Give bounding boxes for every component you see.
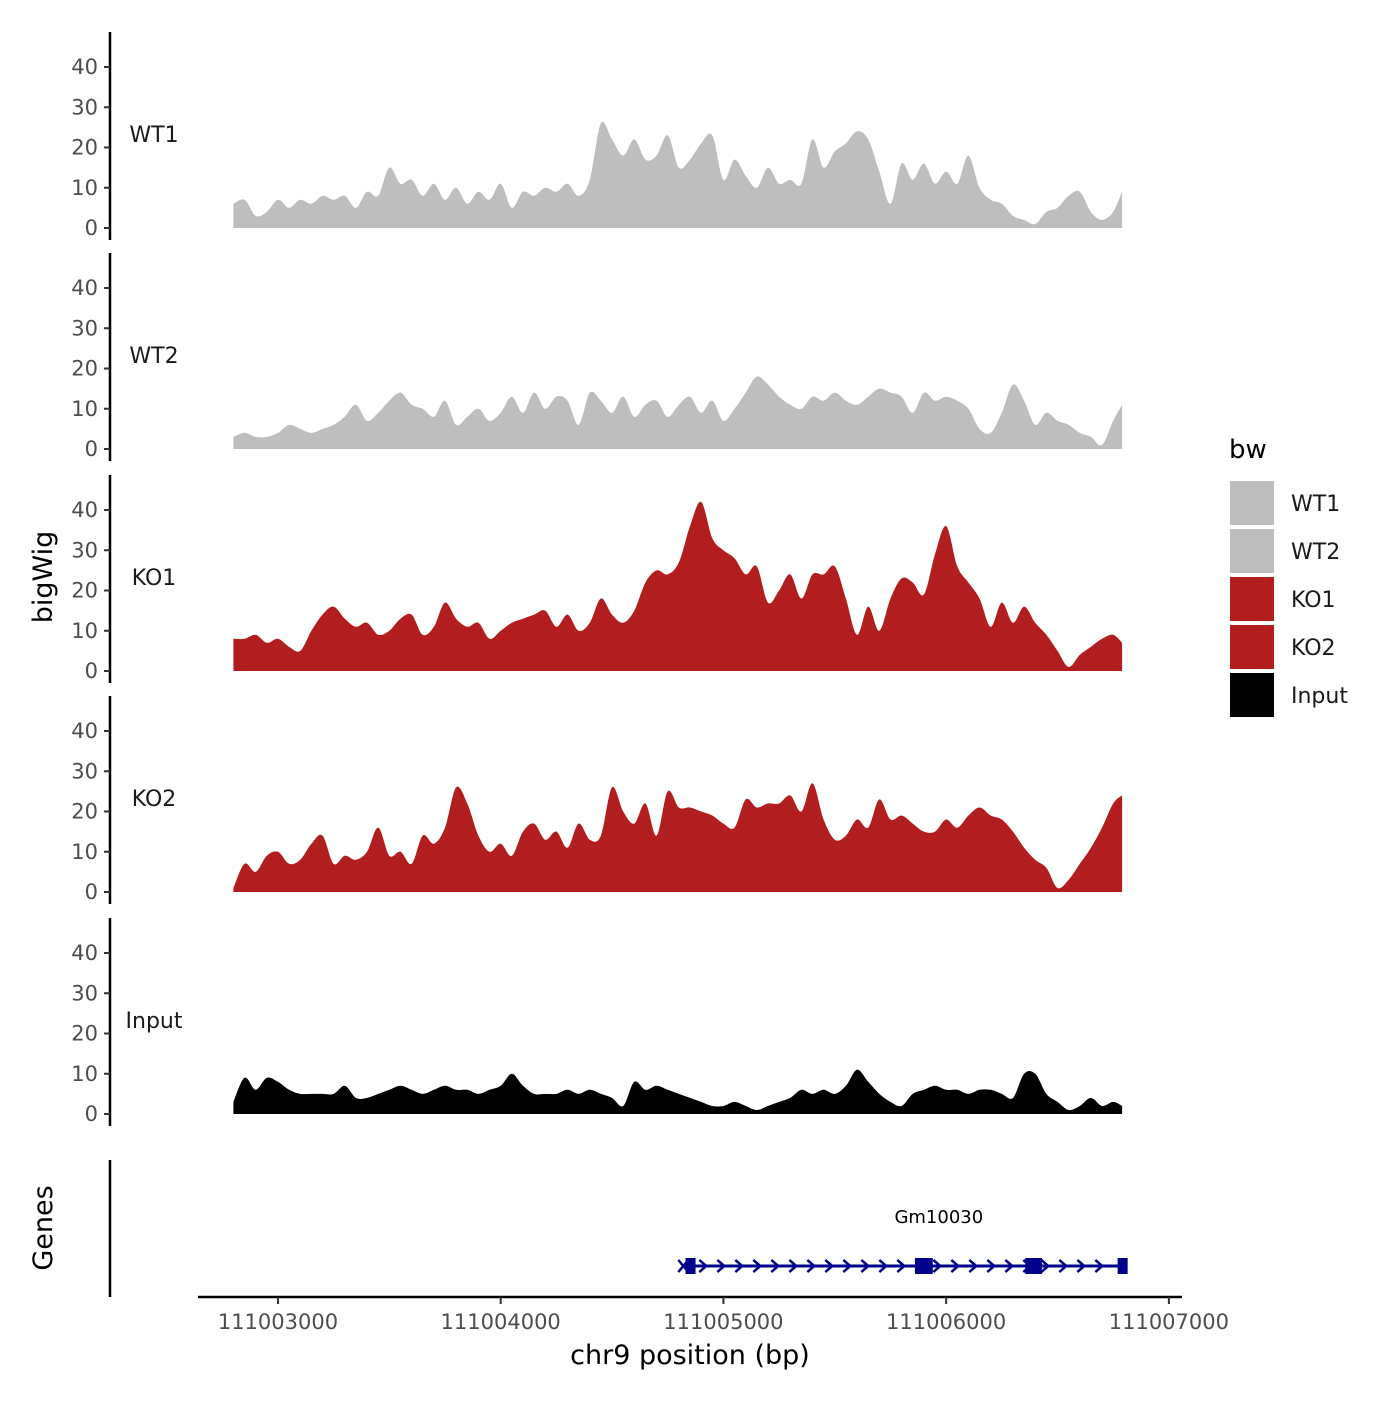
y-tick-label: 30 — [71, 759, 98, 783]
coverage-area-ko1 — [233, 501, 1123, 671]
genes-panel: Gm10030 — [108, 1160, 1128, 1297]
strand-arrow — [1094, 1259, 1105, 1273]
coverage-area-wt1 — [233, 121, 1123, 228]
track-label-wt1: WT1 — [129, 123, 178, 148]
gene-label: Gm10030 — [894, 1207, 983, 1228]
y-axis-title: bigWig — [28, 531, 59, 624]
track-label-ko1: KO1 — [132, 566, 177, 591]
legend-title: bw — [1229, 435, 1267, 465]
strand-arrow — [896, 1259, 907, 1273]
track-panel-input: 0 10 20 30 40 Input — [71, 918, 1123, 1126]
x-axis-title: chr9 position (bp) — [570, 1340, 810, 1371]
track-panel-ko1: 0 10 20 30 40 KO1 — [71, 475, 1123, 683]
strand-arrow — [1004, 1259, 1015, 1273]
strand-arrow — [1058, 1259, 1069, 1273]
y-tick-label: 30 — [71, 316, 98, 340]
strand-arrow — [752, 1259, 763, 1273]
y-tick-label: 10 — [71, 840, 98, 864]
legend-key-ko2 — [1230, 625, 1274, 669]
y-tick-label: 40 — [71, 55, 98, 79]
y-tick-label: 40 — [71, 498, 98, 522]
y-tick-label: 40 — [71, 941, 98, 965]
y-tick-label: 10 — [71, 397, 98, 421]
y-tick-label: 10 — [71, 176, 98, 200]
track-label-wt2: WT2 — [129, 344, 178, 369]
legend-key-wt2 — [1230, 529, 1274, 573]
legend-label-wt1: WT1 — [1291, 492, 1340, 517]
x-tick-label: 111003000 — [218, 1310, 338, 1334]
gene-exon — [914, 1258, 933, 1274]
y-tick-label: 30 — [71, 95, 98, 119]
track-label-input: Input — [126, 1009, 183, 1034]
strand-arrow — [950, 1259, 961, 1273]
coverage-area-wt2 — [233, 376, 1123, 449]
y-tick-label: 20 — [71, 357, 98, 381]
legend-label-ko1: KO1 — [1291, 588, 1336, 613]
strand-arrow — [986, 1259, 997, 1273]
track-panel-wt2: 0 10 20 30 40 WT2 — [71, 253, 1123, 461]
legend-key-wt1 — [1230, 481, 1274, 525]
y-tick-label: 30 — [71, 538, 98, 562]
strand-arrow — [968, 1259, 979, 1273]
y-tick-label: 0 — [85, 659, 98, 683]
x-tick-label: 111005000 — [663, 1310, 783, 1334]
legend-label-ko2: KO2 — [1291, 636, 1336, 661]
x-tick-label: 111006000 — [886, 1310, 1006, 1334]
strand-arrow — [806, 1259, 817, 1273]
legend: bw WT1 WT2 KO1 KO2 Input — [1229, 435, 1348, 717]
y-tick-label: 40 — [71, 719, 98, 743]
x-axis: 111003000 111004000 111005000 111006000 1110… — [198, 1295, 1229, 1334]
strand-arrow — [860, 1259, 871, 1273]
y-tick-label: 10 — [71, 1062, 98, 1086]
y-tick-label: 20 — [71, 136, 98, 160]
x-tick-label: 111007000 — [1109, 1310, 1229, 1334]
y-tick-label: 10 — [71, 619, 98, 643]
legend-key-ko1 — [1230, 577, 1274, 621]
tracks-layer: 0 10 20 30 40 WT1 0 10 20 30 40 WT2 0 10 20 30 40 KO1 0 10 2… — [71, 32, 1123, 1126]
gene-exon — [685, 1258, 696, 1274]
gene-exon — [1025, 1258, 1042, 1274]
track-label-ko2: KO2 — [132, 787, 177, 812]
y-tick-label: 20 — [71, 1022, 98, 1046]
x-tick-label: 111004000 — [441, 1310, 561, 1334]
strand-arrow — [716, 1259, 727, 1273]
y-tick-label: 40 — [71, 276, 98, 300]
strand-arrow — [842, 1259, 853, 1273]
y-tick-label: 30 — [71, 981, 98, 1005]
y-tick-label: 0 — [85, 216, 98, 240]
y-tick-label: 20 — [71, 579, 98, 603]
y-tick-label: 20 — [71, 800, 98, 824]
y-tick-label: 0 — [85, 880, 98, 904]
genes-axis-title: Genes — [28, 1185, 59, 1270]
legend-label-wt2: WT2 — [1291, 540, 1340, 565]
legend-key-input — [1230, 673, 1274, 717]
y-tick-label: 0 — [85, 437, 98, 461]
strand-arrow — [878, 1259, 889, 1273]
coverage-area-ko2 — [233, 783, 1123, 892]
y-tick-label: 0 — [85, 1102, 98, 1126]
legend-label-input: Input — [1291, 684, 1348, 709]
track-panel-wt1: 0 10 20 30 40 WT1 — [71, 32, 1123, 240]
strand-arrow — [788, 1259, 799, 1273]
strand-arrow — [932, 1259, 943, 1273]
strand-arrow — [1076, 1259, 1087, 1273]
strand-arrow — [1040, 1259, 1051, 1273]
strand-arrow — [698, 1259, 709, 1273]
strand-arrow — [824, 1259, 835, 1273]
strand-arrow — [734, 1259, 745, 1273]
strand-arrow — [770, 1259, 781, 1273]
coverage-area-input — [233, 1069, 1123, 1114]
track-panel-ko2: 0 10 20 30 40 KO2 — [71, 696, 1123, 904]
gene-exon — [1117, 1258, 1128, 1274]
